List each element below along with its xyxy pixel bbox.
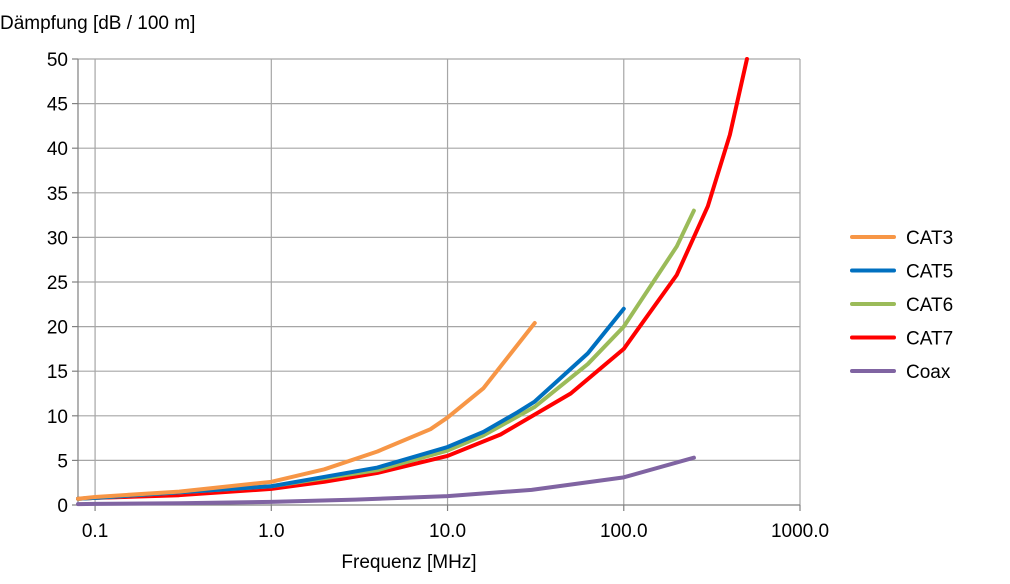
y-tick-label: 45	[47, 95, 68, 116]
x-axis-title: Frequenz [MHz]	[341, 552, 476, 573]
x-tick-label: 10.0	[429, 521, 466, 542]
y-tick-label: 10	[47, 407, 68, 428]
legend-label-cat3: CAT3	[906, 228, 953, 249]
y-tick-label: 40	[47, 139, 68, 160]
y-tick-label: 15	[47, 362, 68, 383]
series-line-cat3	[76, 321, 537, 501]
y-axis-title: Dämpfung [dB / 100 m]	[0, 13, 195, 34]
y-tick-label: 0	[57, 496, 68, 517]
legend-label-cat5: CAT5	[906, 262, 953, 283]
y-tick-label: 5	[57, 451, 68, 472]
grid	[78, 58, 801, 505]
series-line-cat7	[76, 57, 749, 501]
x-tick-label: 0.1	[82, 521, 108, 542]
tick-labels: 0 5 10 15 20 25 30 35 40 45 50 0.1 1.0 10.0 100.0 1000.…	[47, 50, 829, 542]
legend-label-coax: Coax	[906, 362, 951, 383]
legend-label-cat6: CAT6	[906, 295, 953, 316]
series-line-cat6	[76, 208, 696, 501]
series-lines	[76, 57, 749, 507]
x-tick-label: 1000.0	[771, 521, 829, 542]
legend: CAT3 CAT5 CAT6 CAT7 Coax	[850, 228, 953, 383]
y-tick-label: 30	[47, 228, 68, 249]
series-line-cat5	[76, 306, 626, 501]
x-tick-label: 1.0	[258, 521, 284, 542]
y-tick-label: 50	[47, 50, 68, 71]
legend-label-cat7: CAT7	[906, 329, 953, 350]
series-line-coax	[76, 455, 696, 507]
y-tick-label: 35	[47, 184, 68, 205]
axes	[72, 58, 801, 511]
y-tick-label: 20	[47, 318, 68, 339]
y-tick-label: 25	[47, 273, 68, 294]
x-tick-label: 100.0	[600, 521, 648, 542]
